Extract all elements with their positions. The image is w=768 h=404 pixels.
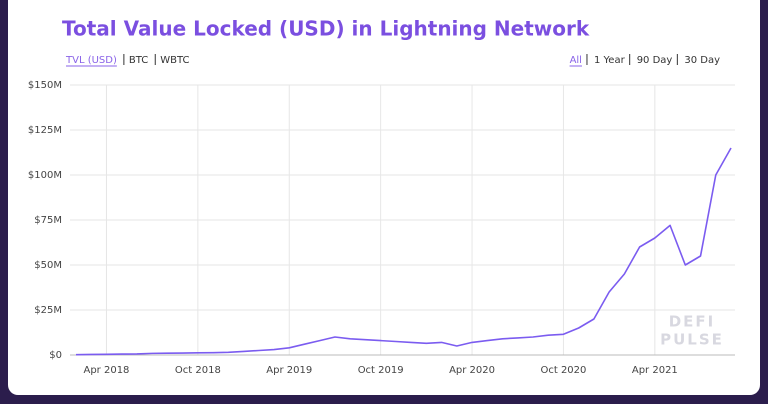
watermark: PULSE bbox=[660, 331, 724, 349]
watermark: DEFI bbox=[669, 313, 716, 331]
x-tick-label: Oct 2020 bbox=[540, 365, 586, 376]
y-tick-label: $125M bbox=[28, 125, 62, 136]
y-tick-label: $50M bbox=[34, 260, 62, 271]
y-tick-label: $150M bbox=[28, 80, 62, 91]
metric-tab[interactable]: WBTC bbox=[160, 55, 189, 66]
card bbox=[8, 0, 760, 395]
x-tick-label: Apr 2018 bbox=[83, 365, 129, 376]
range-tab[interactable]: 1 Year bbox=[594, 55, 626, 66]
y-tick-label: $0 bbox=[49, 350, 62, 361]
range-tab[interactable]: 30 Day bbox=[684, 55, 720, 66]
y-tick-label: $25M bbox=[34, 305, 62, 316]
y-tick-label: $100M bbox=[28, 170, 62, 181]
x-tick-label: Apr 2021 bbox=[632, 365, 678, 376]
x-tick-label: Apr 2019 bbox=[266, 365, 312, 376]
x-tick-label: Apr 2020 bbox=[449, 365, 495, 376]
line bbox=[75, 147, 732, 356]
y-tick-label: $75M bbox=[34, 215, 62, 226]
x-tick-label: Oct 2019 bbox=[358, 365, 404, 376]
x-tick-label: Oct 2018 bbox=[175, 365, 221, 376]
chart-title: Total Value Locked (USD) in Lightning Ne… bbox=[62, 17, 590, 41]
range-tab[interactable]: 90 Day bbox=[637, 55, 673, 66]
range-tab[interactable]: All bbox=[570, 55, 582, 66]
metric-tab[interactable]: BTC bbox=[129, 55, 148, 66]
metric-tab[interactable]: TVL (USD) bbox=[65, 55, 117, 66]
